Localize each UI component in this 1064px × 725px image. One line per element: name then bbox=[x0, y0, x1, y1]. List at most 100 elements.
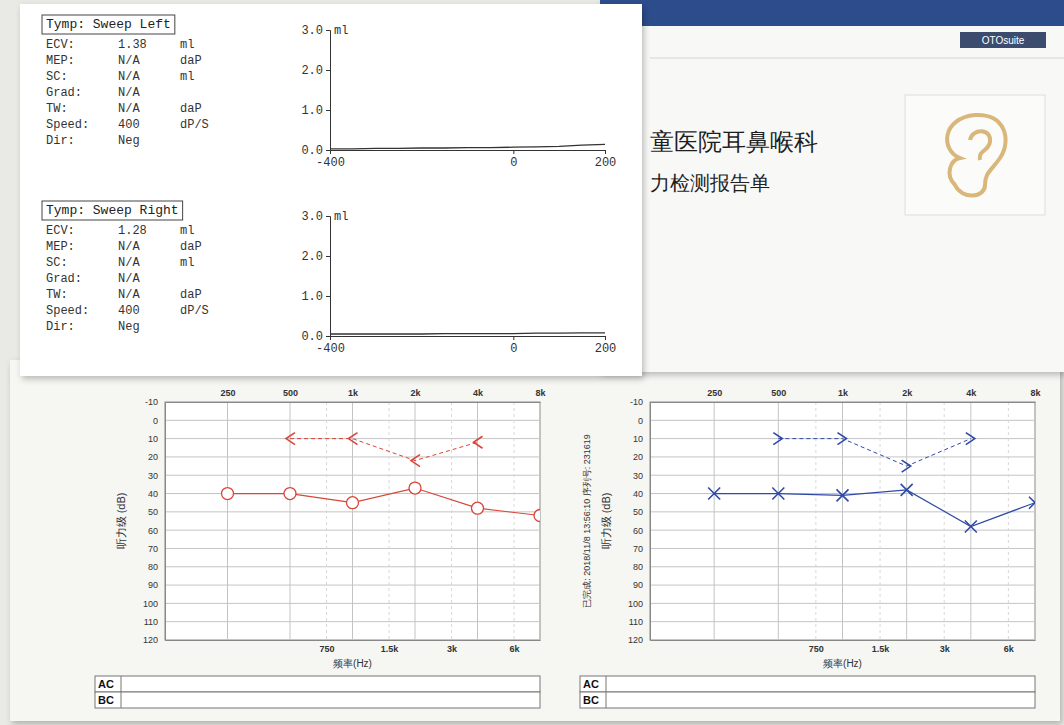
param-label: Dir: bbox=[46, 134, 75, 148]
param-unit: daP bbox=[180, 288, 202, 302]
param-label: TW: bbox=[46, 288, 68, 302]
result-row bbox=[580, 676, 1035, 692]
y-tick: 1.0 bbox=[301, 104, 330, 118]
data-point bbox=[349, 433, 358, 445]
y-tick-mark bbox=[326, 216, 330, 217]
y-tick: 100 bbox=[143, 599, 165, 609]
y-tick-label: 0 bbox=[153, 416, 158, 426]
y-tick: 10 bbox=[148, 434, 165, 444]
param-label: SC: bbox=[46, 256, 68, 270]
y-tick: 90 bbox=[633, 580, 650, 590]
x-tick-label: 1k bbox=[348, 388, 359, 398]
y-tick: 10 bbox=[633, 434, 650, 444]
y-tick-mark bbox=[326, 150, 330, 151]
y-tick-label: 20 bbox=[633, 452, 643, 462]
result-row bbox=[580, 692, 1035, 708]
x-axis-title: 频率(Hz) bbox=[823, 658, 862, 669]
x-tick: 6k bbox=[1004, 640, 1015, 654]
panel-title: Tymp: Sweep Right bbox=[46, 203, 179, 218]
x-tick: 2k bbox=[902, 388, 913, 402]
param-value: 400 bbox=[118, 118, 140, 132]
x-tick-label: 2k bbox=[902, 388, 913, 398]
canvas: OTOsuite童医院耳鼻喉科力检测报告单Tymp: Sweep LeftECV… bbox=[0, 0, 1064, 725]
param-unit: daP bbox=[180, 54, 202, 68]
tymp-curve bbox=[330, 333, 605, 334]
x-tick-label: 0 bbox=[510, 342, 517, 356]
y-tick: -10 bbox=[630, 397, 650, 407]
x-tick: 0 bbox=[510, 336, 517, 356]
y-tick-mark bbox=[326, 110, 330, 111]
param-unit: daP bbox=[180, 102, 202, 116]
param-label: Speed: bbox=[46, 118, 89, 132]
data-point bbox=[411, 455, 420, 467]
y-tick-label: 50 bbox=[148, 507, 158, 517]
data-point bbox=[901, 484, 913, 496]
y-tick: 110 bbox=[629, 617, 650, 627]
data-point bbox=[286, 433, 295, 445]
y-tick: 0 bbox=[153, 416, 165, 426]
y-tick: 2.0 bbox=[301, 250, 330, 264]
x-tick: 500 bbox=[771, 388, 786, 402]
param-unit: ml bbox=[180, 70, 194, 84]
row-label: AC bbox=[583, 678, 599, 690]
y-tick: 70 bbox=[148, 544, 165, 554]
y-tick: 80 bbox=[148, 562, 165, 572]
param-value: N/A bbox=[118, 240, 140, 254]
x-tick: 2k bbox=[410, 388, 421, 402]
x-tick: 250 bbox=[707, 388, 722, 402]
x-tick: 1k bbox=[838, 388, 849, 402]
printout-card bbox=[20, 4, 642, 376]
x-grid-line bbox=[352, 402, 353, 640]
param-unit: daP bbox=[180, 240, 202, 254]
param-value: N/A bbox=[118, 54, 140, 68]
icon-box bbox=[905, 95, 1045, 215]
plot-frame bbox=[650, 402, 1035, 640]
x-tick-label: 1.5k bbox=[381, 644, 400, 654]
param-label: Grad: bbox=[46, 272, 82, 286]
brand-text: OTOsuite bbox=[982, 35, 1025, 46]
param-value: N/A bbox=[118, 272, 140, 286]
brand-badge bbox=[960, 32, 1046, 48]
param-label: ECV: bbox=[46, 224, 75, 238]
y-tick: 100 bbox=[628, 599, 650, 609]
x-tick-mark bbox=[330, 336, 331, 340]
y-tick-mark bbox=[326, 70, 330, 71]
y-tick-label: 40 bbox=[633, 489, 643, 499]
x-tick: 1k bbox=[348, 388, 359, 402]
x-tick-mark bbox=[605, 336, 606, 340]
x-tick: 200 bbox=[595, 336, 617, 356]
x-tick: 1.5k bbox=[872, 640, 891, 654]
param-value: N/A bbox=[118, 86, 140, 100]
x-tick-label: 8k bbox=[535, 388, 546, 398]
x-tick-mark bbox=[513, 150, 514, 154]
y-tick-label: 1.0 bbox=[301, 104, 323, 118]
row-label: BC bbox=[583, 694, 599, 706]
x-tick: 200 bbox=[595, 150, 617, 170]
param-value: Neg bbox=[118, 320, 140, 334]
y-tick-label: 110 bbox=[629, 617, 643, 627]
y-tick-label: 50 bbox=[633, 507, 643, 517]
annotation: 已完成: 2018/11/8 13:56:10 序列号: 231619 bbox=[582, 434, 592, 607]
param-value: Neg bbox=[118, 134, 140, 148]
plot-area bbox=[330, 144, 605, 148]
x-tick-label: 6k bbox=[1004, 644, 1015, 654]
y-tick: 60 bbox=[633, 526, 650, 536]
series-line bbox=[778, 439, 971, 466]
x-axis-line bbox=[331, 151, 606, 155]
x-tick: 750 bbox=[320, 640, 335, 654]
y-axis: -100102030405060708090100110120 bbox=[143, 397, 166, 645]
x-tick-label: 200 bbox=[595, 342, 617, 356]
y-tick-label: 80 bbox=[148, 562, 158, 572]
y-tick-label: 10 bbox=[633, 434, 643, 444]
x-axis-bottom-line bbox=[651, 640, 1036, 641]
x-grid-line bbox=[1035, 402, 1036, 640]
x-tick: 250 bbox=[220, 388, 235, 402]
x-grid-line bbox=[415, 402, 416, 640]
x-tick: 8k bbox=[1030, 388, 1041, 402]
report-paper bbox=[10, 360, 1060, 721]
x-tick-mark bbox=[330, 150, 331, 154]
y-tick: 3.0 bbox=[301, 210, 330, 224]
header-subtitle: 力检测报告单 bbox=[650, 172, 770, 194]
y-tick: 30 bbox=[633, 471, 650, 481]
x-grid-line bbox=[290, 402, 291, 640]
